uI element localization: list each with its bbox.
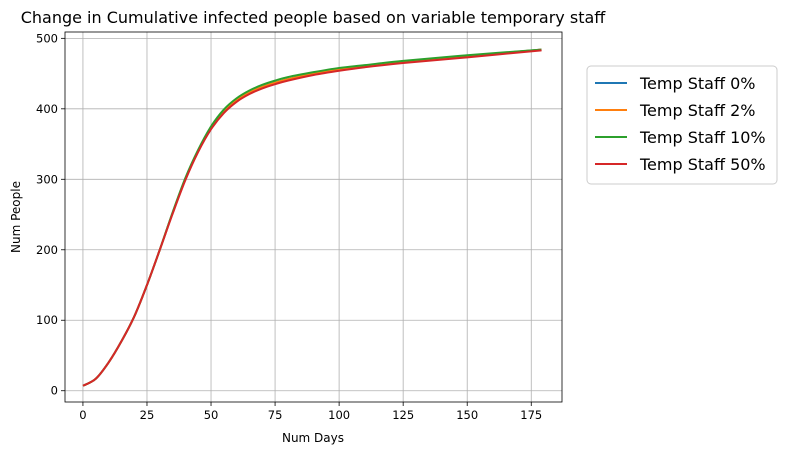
y-tick-label: 400 <box>36 102 58 116</box>
x-tick-label: 25 <box>140 408 155 422</box>
y-tick-label: 0 <box>51 384 58 398</box>
series-line-3 <box>82 49 542 387</box>
grid <box>65 32 562 402</box>
x-tick-label: 75 <box>268 408 283 422</box>
y-tick-label: 300 <box>36 172 58 186</box>
series-line-1 <box>82 48 542 387</box>
y-tick-label: 500 <box>36 31 58 45</box>
legend-label: Temp Staff 50% <box>639 155 766 174</box>
legend-label: Temp Staff 2% <box>639 101 755 120</box>
y-tick-label: 100 <box>36 313 58 327</box>
y-axis-title: Num People <box>9 181 23 253</box>
series-lines <box>82 48 542 387</box>
x-tick-label: 175 <box>520 408 542 422</box>
legend-label: Temp Staff 0% <box>639 74 755 93</box>
series-line-0 <box>82 48 542 387</box>
series-line-2 <box>82 48 542 387</box>
legend-box <box>586 65 778 185</box>
x-tick-label: 150 <box>456 408 478 422</box>
x-tick-label: 0 <box>79 408 86 422</box>
axis-ticks: 0 25 50 75 100 125 150 175 0 100 200 300 400 500 <box>36 31 542 422</box>
legend-label: Temp Staff 10% <box>639 128 766 147</box>
x-tick-label: 50 <box>204 408 219 422</box>
legend: Temp Staff 0% Temp Staff 2% Temp Staff 10%… <box>586 65 778 185</box>
plot-frame <box>64 31 563 403</box>
x-axis-title: Num Days <box>282 431 344 445</box>
x-tick-label: 100 <box>328 408 350 422</box>
x-tick-label: 125 <box>392 408 414 422</box>
y-tick-label: 200 <box>36 243 58 257</box>
chart-title: Change in Cumulative infected people bas… <box>21 8 607 27</box>
